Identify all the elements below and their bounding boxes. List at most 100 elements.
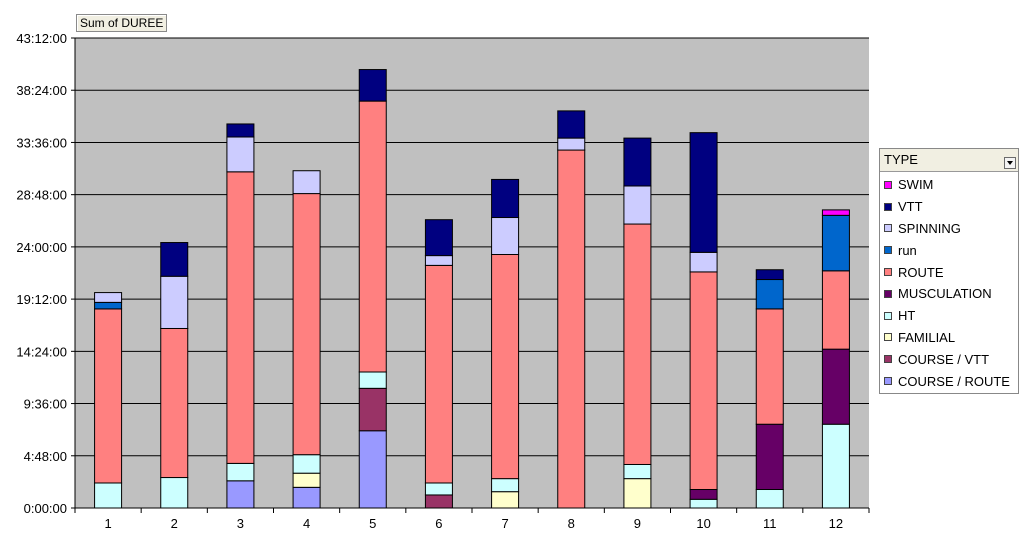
- bar-segment: [491, 478, 520, 493]
- legend-item: FAMILIAL: [880, 327, 1018, 349]
- legend-label: COURSE / VTT: [898, 351, 990, 367]
- y-tick-label: 14:24:00: [16, 344, 67, 359]
- legend-label: VTT: [898, 199, 923, 215]
- bar-segment: [358, 430, 387, 509]
- y-tick-label: 0:00:00: [24, 501, 67, 516]
- dropdown-arrow-icon[interactable]: [1004, 157, 1016, 169]
- bar-segment: [821, 209, 850, 216]
- legend-label: run: [898, 242, 917, 258]
- bar-segment: [226, 123, 255, 138]
- bar-segment: [358, 100, 387, 373]
- x-tick-label: 12: [829, 516, 843, 531]
- bar-segment: [226, 462, 255, 482]
- bar-segment: [160, 275, 189, 329]
- bar-segment: [689, 132, 718, 253]
- legend-item: HT: [880, 305, 1018, 327]
- legend-label: COURSE / ROUTE: [898, 373, 1010, 389]
- bar-segment: [689, 251, 718, 273]
- y-tick-label: 28:48:00: [16, 188, 67, 203]
- legend-swatch: [884, 268, 892, 277]
- legend-label: HT: [898, 308, 916, 324]
- y-tick-label: 38:24:00: [16, 83, 67, 98]
- legend: TYPE SWIM VTT SPINNING run ROUTE MUSCULATION H…: [879, 148, 1019, 394]
- legend-item: MUSCULATION: [880, 283, 1018, 305]
- bar-segment: [491, 178, 520, 219]
- bar-segment: [424, 494, 453, 509]
- bar-segment: [94, 482, 123, 509]
- bar-segment: [94, 301, 123, 310]
- legend-swatch: [884, 355, 892, 364]
- bar-segment: [160, 477, 189, 509]
- bar-segment: [491, 254, 520, 480]
- bar-segment: [491, 491, 520, 509]
- bar-segment: [292, 486, 321, 509]
- bar-segment: [755, 308, 784, 425]
- legend-list: SWIM VTT SPINNING run ROUTE MUSCULATION HT FAMI…: [880, 172, 1018, 392]
- legend-label: MUSCULATION: [898, 286, 992, 302]
- bar-segment: [755, 489, 784, 509]
- x-tick-labels: 1 2 3 4 5 6 7 8 9 10 11 12: [74, 508, 870, 531]
- bar-segment: [292, 170, 321, 195]
- bar-segment: [755, 279, 784, 310]
- legend-label: ROUTE: [898, 264, 944, 280]
- bar-segment: [623, 223, 652, 465]
- bar-segment: [424, 219, 453, 257]
- bar-segment: [226, 136, 255, 173]
- y-tick-label: 33:36:00: [16, 135, 67, 150]
- legend-item: VTT: [880, 196, 1018, 218]
- bar-segment: [292, 472, 321, 488]
- x-tick-label: 7: [501, 516, 508, 531]
- bar-segment: [755, 269, 784, 281]
- legend-item: COURSE / ROUTE: [880, 370, 1018, 392]
- x-tick-label: 11: [763, 516, 777, 531]
- legend-title: TYPE: [884, 152, 918, 167]
- bar-segment: [94, 292, 123, 303]
- bar-segment: [557, 149, 586, 509]
- legend-swatch: [884, 377, 892, 386]
- x-tick-label: 9: [634, 516, 641, 531]
- legend-swatch: [884, 224, 892, 233]
- bar-segment: [821, 348, 850, 425]
- bar-segment: [821, 270, 850, 350]
- bar-segment: [226, 480, 255, 509]
- pivot-data-field-button[interactable]: Sum of DUREE: [76, 14, 168, 32]
- legend-swatch: [884, 202, 892, 211]
- bar-segment: [226, 171, 255, 464]
- legend-swatch: [884, 311, 892, 320]
- x-tick-label: 1: [104, 516, 111, 531]
- bar-segment: [755, 423, 784, 491]
- x-tick-label: 10: [696, 516, 710, 531]
- bar-segment: [623, 185, 652, 225]
- legend-label: SWIM: [898, 177, 934, 193]
- legend-label: FAMILIAL: [898, 329, 956, 345]
- legend-swatch: [884, 180, 892, 189]
- gridlines: [71, 37, 869, 509]
- bar-segment: [160, 242, 189, 277]
- x-tick-label: 5: [369, 516, 376, 531]
- x-tick-label: 3: [237, 516, 244, 531]
- bar-segment: [821, 423, 850, 509]
- y-tick-label: 24:00:00: [16, 240, 67, 255]
- bar-segment: [689, 271, 718, 491]
- plot-area: [75, 38, 869, 508]
- legend-item: run: [880, 239, 1018, 261]
- bar-segment: [358, 69, 387, 102]
- bar-segment: [557, 110, 586, 139]
- bar-segment: [94, 308, 123, 484]
- y-tick-labels: 0:00:00 4:48:00 9:36:00 14:24:00 19:12:00 24:…: [16, 31, 67, 516]
- y-tick-label: 43:12:00: [16, 31, 67, 46]
- bar-segment: [689, 489, 718, 500]
- bar-segment: [424, 482, 453, 496]
- y-tick-label: 9:36:00: [24, 397, 67, 412]
- bar-segment: [623, 463, 652, 480]
- x-tick-label: 4: [303, 516, 310, 531]
- x-tick-label: 6: [435, 516, 442, 531]
- x-tick-label: 8: [568, 516, 575, 531]
- legend-header[interactable]: TYPE: [880, 149, 1018, 172]
- y-tick-label: 19:12:00: [16, 292, 67, 307]
- bar-stacks: [94, 69, 850, 509]
- bar-segment: [689, 498, 718, 509]
- legend-swatch: [884, 289, 892, 298]
- bar-segment: [821, 214, 850, 272]
